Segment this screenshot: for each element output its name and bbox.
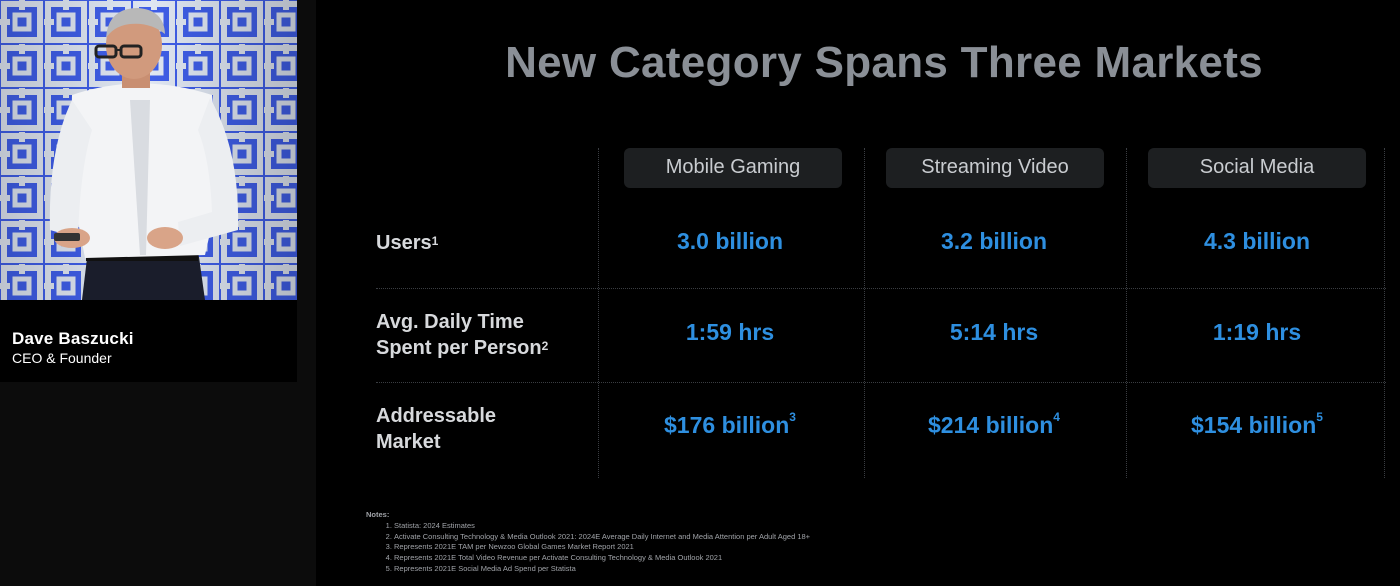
row-label-text: Spent per Person (376, 337, 542, 359)
note-item: Represents 2021E Total Video Revenue per… (394, 553, 810, 564)
grid-divider (864, 148, 865, 478)
column-header-streaming-video: Streaming Video (886, 148, 1104, 188)
footnote-marker: 2 (541, 339, 549, 353)
row-label-avg-daily-time: Avg. Daily Time Spent per Person2 (376, 309, 548, 361)
column-header-social-media: Social Media (1148, 148, 1366, 188)
footnote-marker: 4 (1053, 410, 1060, 424)
slide-title: New Category Spans Three Markets (505, 38, 1263, 87)
value-text: $154 billion (1191, 412, 1317, 438)
row-label-addressable-market: Addressable Market (376, 403, 496, 455)
value-social-media-market: $154 billion5 (1137, 410, 1377, 439)
note-item: Represents 2021E TAM per Newzoo Global G… (394, 542, 810, 553)
value-mobile-gaming-market: $176 billion3 (610, 410, 850, 439)
grid-divider (598, 148, 599, 478)
speaker-panel: Dave Baszucki CEO & Founder (0, 0, 316, 586)
value-mobile-gaming-users: 3.0 billion (610, 228, 850, 255)
speaker-video (0, 0, 297, 300)
speaker-video-frame (0, 0, 297, 300)
notes-title: Notes: (366, 510, 390, 519)
note-item: Represents 2021E Social Media Ad Spend p… (394, 564, 810, 575)
speaker-name: Dave Baszucki (12, 329, 134, 348)
grid-divider (1384, 148, 1385, 478)
value-text: 1:59 hrs (685, 319, 775, 345)
footnote-marker: 1 (431, 234, 439, 248)
column-header-mobile-gaming: Mobile Gaming (624, 148, 842, 188)
value-streaming-video-time: 5:14 hrs (874, 319, 1114, 346)
grid-divider (376, 382, 1386, 383)
slide-notes: Notes: Statista: 2024 Estimates Activate… (366, 510, 810, 575)
note-item: Activate Consulting Technology & Media O… (394, 532, 810, 543)
value-text: 4.3 billion (1203, 228, 1311, 254)
speaker-role: CEO & Founder (12, 350, 112, 366)
value-text: 3.0 billion (676, 228, 784, 254)
value-text: $214 billion (928, 412, 1054, 438)
row-label-text: Avg. Daily Time (376, 311, 524, 333)
row-label-users: Users1 (376, 230, 438, 256)
value-streaming-video-market: $214 billion4 (874, 410, 1114, 439)
value-text: 3.2 billion (940, 228, 1048, 254)
footnote-marker: 5 (1316, 410, 1323, 424)
grid-divider (376, 288, 1386, 289)
value-social-media-users: 4.3 billion (1137, 228, 1377, 255)
name-plate (0, 300, 297, 382)
value-streaming-video-users: 3.2 billion (874, 228, 1114, 255)
value-text: 1:19 hrs (1212, 319, 1302, 345)
value-social-media-time: 1:19 hrs (1137, 319, 1377, 346)
note-item: Statista: 2024 Estimates (394, 521, 810, 532)
presentation-slide: New Category Spans Three Markets Mobile … (316, 0, 1400, 586)
row-label-text: Market (376, 431, 441, 453)
grid-divider (1126, 148, 1127, 478)
row-label-text: Addressable (376, 405, 497, 427)
value-text: $176 billion (664, 412, 790, 438)
value-text: 5:14 hrs (949, 319, 1039, 345)
notes-list: Statista: 2024 Estimates Activate Consul… (366, 521, 810, 575)
value-mobile-gaming-time: 1:59 hrs (610, 319, 850, 346)
footnote-marker: 3 (789, 410, 796, 424)
row-label-text: Users (376, 232, 432, 254)
